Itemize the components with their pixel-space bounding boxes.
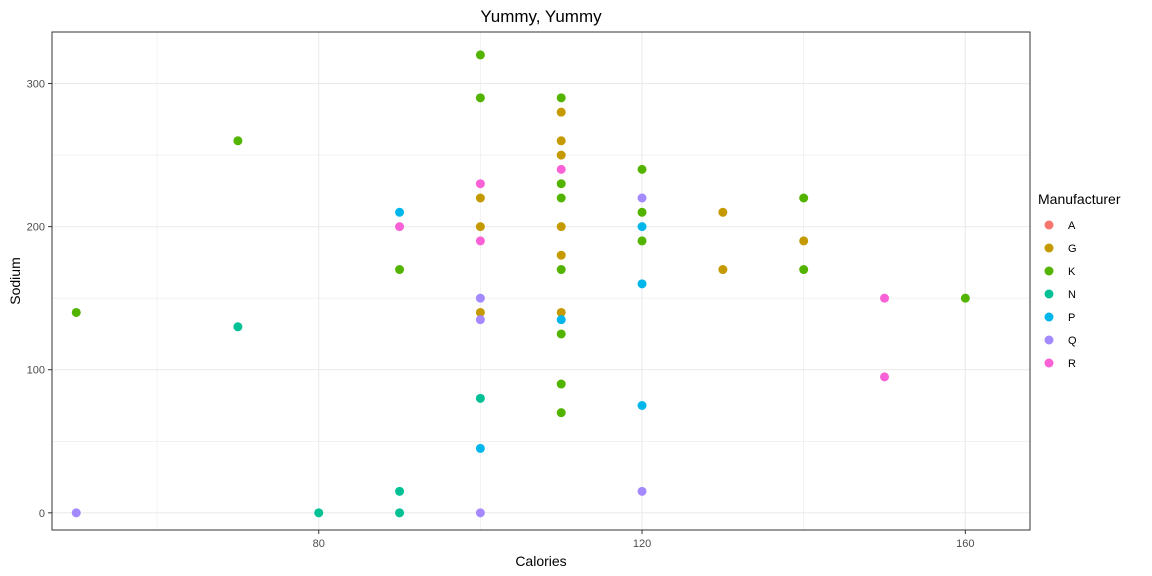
- data-point-p: [637, 401, 647, 410]
- data-point-q: [475, 508, 485, 518]
- data-point-k: [637, 236, 647, 246]
- data-point-k: [556, 93, 566, 103]
- legend-key-g: [1044, 243, 1054, 253]
- data-point-k: [799, 193, 809, 203]
- data-point-g: [556, 136, 566, 146]
- data-point-p: [395, 207, 405, 217]
- legend-key-q: [1044, 335, 1054, 345]
- data-point-g: [556, 150, 566, 160]
- y-axis-ticks: 0 100 200 300: [27, 79, 52, 520]
- data-point-p: [637, 222, 647, 232]
- data-point-k: [637, 207, 647, 217]
- y-axis-label: Sodium: [7, 257, 23, 304]
- legend-key-a: [1044, 220, 1054, 230]
- data-point-k: [475, 93, 485, 103]
- y-tick-label: 0: [39, 508, 45, 520]
- data-point-q: [637, 193, 647, 203]
- data-point-g: [475, 193, 485, 203]
- data-point-g: [718, 207, 728, 217]
- data-point-k: [556, 179, 566, 189]
- legend-label-k: K: [1068, 266, 1076, 278]
- y-tick-label: 200: [27, 222, 45, 234]
- data-point-n: [475, 393, 485, 403]
- data-point-k: [960, 293, 970, 303]
- data-point-k: [71, 307, 81, 317]
- legend-label-n: N: [1068, 289, 1076, 301]
- data-point-k: [556, 379, 566, 389]
- data-point-g: [718, 265, 728, 275]
- data-point-q: [71, 508, 81, 518]
- data-point-r: [880, 293, 890, 303]
- data-point-g: [475, 222, 485, 232]
- data-point-p: [475, 443, 485, 453]
- data-point-n: [395, 486, 405, 496]
- data-point-g: [556, 107, 566, 117]
- legend-key-k: [1044, 266, 1054, 276]
- data-point-q: [475, 293, 485, 303]
- data-point-n: [395, 508, 405, 518]
- data-point-n: [233, 322, 243, 332]
- data-point-p: [637, 279, 647, 289]
- data-point-r: [395, 222, 405, 232]
- data-point-g: [556, 250, 566, 260]
- data-point-r: [475, 236, 485, 246]
- data-point-k: [475, 50, 485, 60]
- legend-title: Manufacturer: [1038, 191, 1121, 207]
- y-tick-label: 300: [27, 79, 45, 91]
- data-point-k: [556, 329, 566, 339]
- legend-label-g: G: [1068, 243, 1077, 255]
- data-point-q: [475, 315, 485, 325]
- legend-label-q: Q: [1068, 335, 1077, 347]
- x-tick-label: 120: [633, 538, 651, 550]
- legend-label-r: R: [1068, 358, 1076, 370]
- data-point-p: [556, 315, 566, 325]
- plot-panel-border: [51, 31, 1031, 531]
- data-point-k: [799, 265, 809, 275]
- data-point-k: [233, 136, 243, 146]
- chart-title: Yummy, Yummy: [480, 7, 602, 26]
- data-point-k: [637, 164, 647, 174]
- data-point-k: [556, 265, 566, 275]
- data-point-k: [556, 193, 566, 203]
- x-axis-label: Calories: [515, 553, 566, 569]
- data-points: [71, 50, 970, 518]
- data-point-k: [556, 408, 566, 418]
- data-point-g: [475, 307, 485, 317]
- legend-key-n: [1044, 289, 1054, 299]
- data-point-g: [556, 307, 566, 317]
- legend-label-p: P: [1068, 312, 1075, 324]
- data-point-g: [556, 222, 566, 232]
- data-point-n: [314, 508, 324, 518]
- x-axis-ticks: 80 120 160: [313, 530, 975, 550]
- grid: [52, 32, 1030, 530]
- data-point-r: [880, 372, 890, 382]
- x-tick-label: 160: [956, 538, 974, 550]
- legend-key-p: [1044, 312, 1054, 322]
- legend-key-r: [1044, 358, 1054, 368]
- data-point-k: [395, 265, 405, 275]
- x-tick-label: 80: [313, 538, 325, 550]
- data-point-g: [799, 236, 809, 246]
- legend-label-a: A: [1068, 220, 1076, 232]
- data-point-r: [556, 164, 566, 174]
- data-point-r: [475, 179, 485, 189]
- data-point-q: [637, 486, 647, 496]
- y-tick-label: 100: [27, 365, 45, 377]
